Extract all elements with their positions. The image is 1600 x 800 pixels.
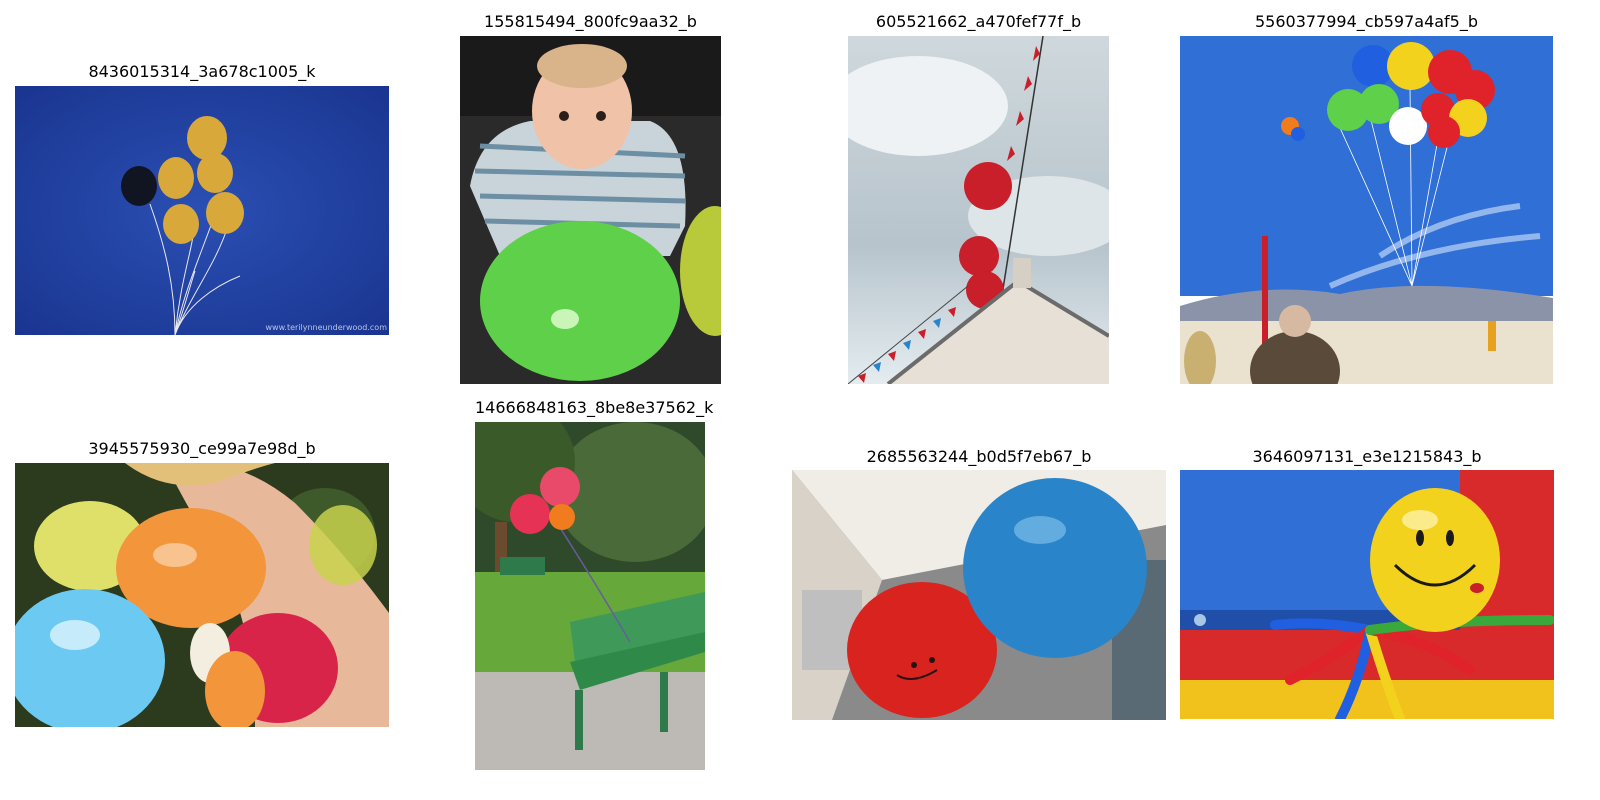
photo-red-blue-balloons-ceiling xyxy=(792,470,1166,720)
image-title: 14666848163_8be8e37562_k xyxy=(475,399,705,417)
photo-girl-hugging-balloons xyxy=(15,463,389,727)
image-panel-4: 5560377994_cb597a4af5_b xyxy=(1180,0,1553,390)
image-title: 605521662_a470fef77f_b xyxy=(848,13,1109,31)
photo-smiley-balloon-octopus xyxy=(1180,470,1554,719)
photo-red-balloons-building xyxy=(848,36,1109,384)
image-title: 8436015314_3a678c1005_k xyxy=(15,63,389,81)
photo-balloons-park-bench xyxy=(475,422,705,770)
image-panel-8: 3646097131_e3e1215843_b xyxy=(1180,430,1554,730)
image-title: 2685563244_b0d5f7eb67_b xyxy=(792,448,1166,466)
image-panel-3: 605521662_a470fef77f_b xyxy=(848,0,1109,390)
image-title: 5560377994_cb597a4af5_b xyxy=(1180,13,1553,31)
image-panel-6: 14666848163_8be8e37562_k xyxy=(475,385,705,785)
image-title: 3646097131_e3e1215843_b xyxy=(1180,448,1554,466)
watermark-text: www.terilynneunderwood.com xyxy=(266,323,388,332)
image-title: 3945575930_ce99a7e98d_b xyxy=(15,440,389,458)
image-title: 155815494_800fc9aa32_b xyxy=(460,13,721,31)
photo-balloon-cluster-desert xyxy=(1180,36,1553,384)
photo-balloons-night-sky: www.terilynneunderwood.com xyxy=(15,86,389,335)
image-panel-2: 155815494_800fc9aa32_b xyxy=(460,0,721,390)
photo-baby-green-balloon xyxy=(460,36,721,384)
image-panel-5: 3945575930_ce99a7e98d_b xyxy=(15,430,389,730)
image-panel-1: 8436015314_3a678c1005_k www.terilynneund… xyxy=(15,0,389,340)
image-panel-7: 2685563244_b0d5f7eb67_b xyxy=(792,430,1166,730)
